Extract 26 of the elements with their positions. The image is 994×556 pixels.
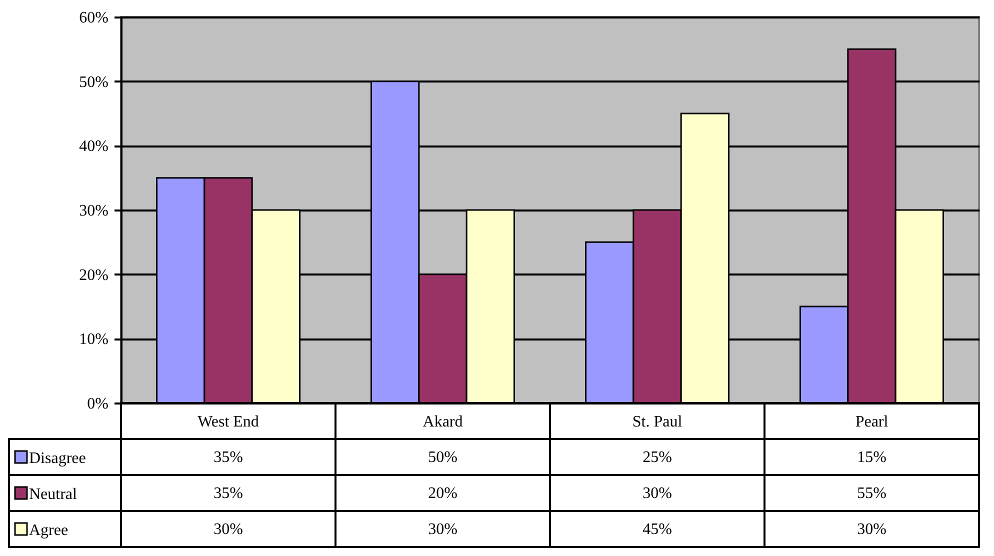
- data-label: 35%: [214, 485, 243, 502]
- y-tick-label: 50%: [79, 74, 108, 91]
- data-label: 20%: [428, 485, 458, 502]
- x-tick-label: St. Paul: [632, 414, 683, 430]
- data-label: 45%: [642, 521, 672, 538]
- data-label: 30%: [857, 521, 886, 538]
- y-tick-label: 10%: [79, 331, 108, 348]
- legend-label: Agree: [29, 522, 68, 539]
- data-label: 30%: [428, 521, 458, 538]
- data-label: 50%: [428, 449, 458, 466]
- data-label: 55%: [857, 485, 886, 502]
- x-tick-label: Pearl: [855, 414, 889, 430]
- y-tick-label: 60%: [79, 10, 108, 26]
- y-tick-label: 0%: [87, 396, 108, 412]
- legend-label: Neutral: [29, 486, 78, 503]
- data-label: 25%: [642, 449, 672, 466]
- y-tick-label: 30%: [79, 202, 108, 220]
- y-tick-label: 20%: [79, 266, 108, 284]
- data-label: 15%: [857, 449, 886, 466]
- data-label: 35%: [214, 449, 243, 466]
- data-label: 30%: [214, 521, 243, 538]
- data-label: 30%: [642, 485, 672, 502]
- y-tick-label: 40%: [79, 138, 108, 156]
- x-tick-label: Akard: [422, 414, 463, 430]
- x-tick-label: West End: [198, 414, 259, 430]
- legend-label: Disagree: [29, 450, 86, 467]
